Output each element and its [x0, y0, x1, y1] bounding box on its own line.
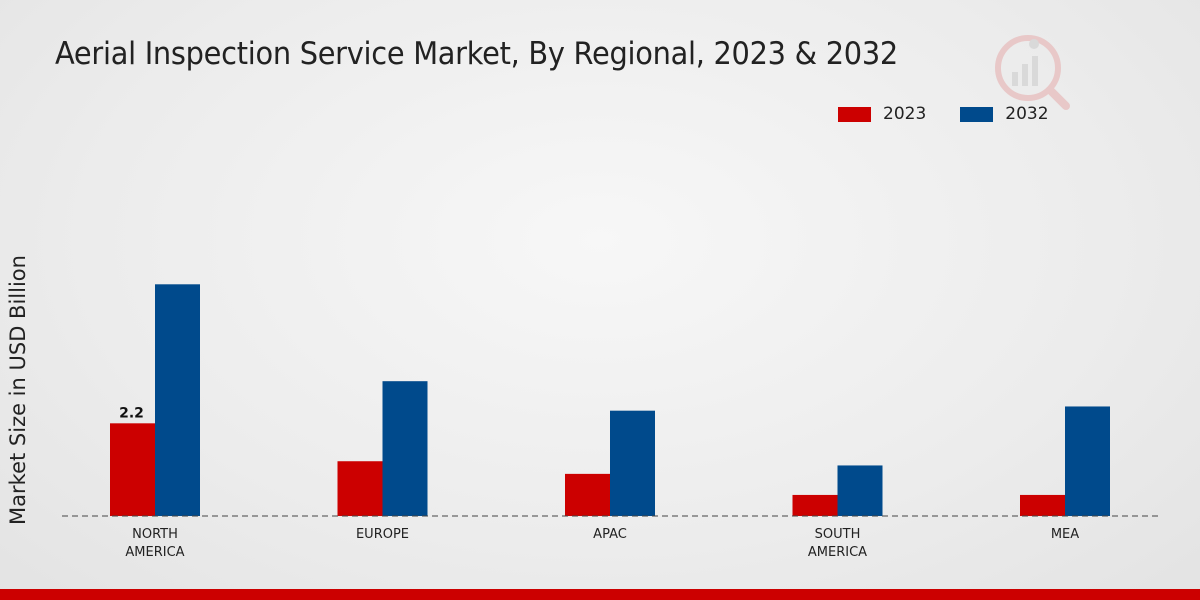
legend: 2023 2032: [838, 104, 1083, 124]
bar-2032-north-america[interactable]: [155, 284, 200, 516]
x-tick-label: APAC: [593, 527, 627, 542]
bar-2032-mea[interactable]: [1065, 406, 1110, 516]
x-tick-label: MEA: [1051, 527, 1079, 542]
bar-2032-europe[interactable]: [382, 381, 428, 516]
footer-accent-bar: [0, 589, 1200, 600]
brand-logo-icon: [995, 35, 1070, 110]
legend-item-2032[interactable]: 2032: [960, 104, 1049, 124]
legend-label-2032: 2032: [1005, 104, 1049, 124]
x-tick-label: NORTH: [132, 527, 178, 542]
legend-item-2023[interactable]: 2023: [838, 104, 926, 124]
x-tick-label: EUROPE: [356, 527, 409, 542]
bar-2032-apac[interactable]: [610, 410, 655, 516]
x-tick-label: SOUTH: [815, 527, 861, 542]
legend-label-2023: 2023: [883, 104, 927, 124]
legend-swatch-2023: [838, 106, 871, 122]
chart-title: Aerial Inspection Service Market, By Reg…: [55, 36, 898, 72]
bar-2023-south-america[interactable]: [792, 494, 838, 516]
bar-2032-south-america[interactable]: [837, 465, 883, 516]
x-tick-label: AMERICA: [125, 545, 184, 560]
legend-swatch-2032: [960, 106, 994, 122]
bar-2023-europe[interactable]: [337, 461, 383, 516]
bar-2023-north-america[interactable]: [110, 423, 155, 516]
data-label: 2.2: [119, 405, 144, 421]
bar-2023-apac[interactable]: [565, 473, 610, 516]
x-tick-label: AMERICA: [808, 545, 867, 560]
bar-2023-mea[interactable]: [1020, 494, 1065, 516]
